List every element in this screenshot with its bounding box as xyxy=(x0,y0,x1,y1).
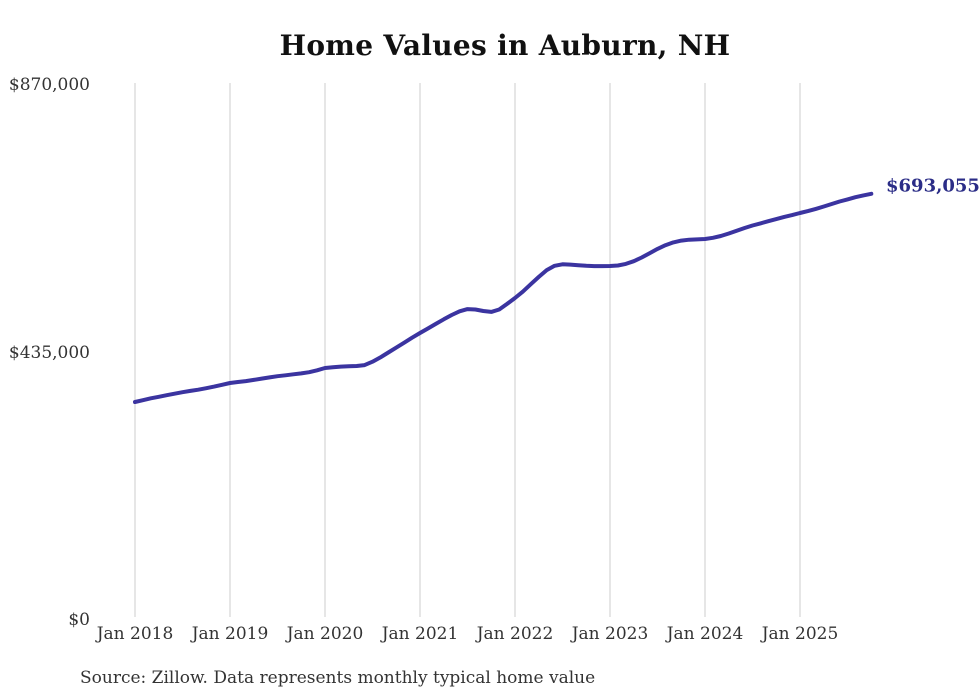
y-axis-tick: $435,000 xyxy=(8,342,90,363)
x-axis-tick: Jan 2020 xyxy=(286,624,364,644)
x-axis-tick: Jan 2022 xyxy=(476,624,554,644)
x-axis-tick: Jan 2025 xyxy=(761,624,839,644)
x-axis-tick: Jan 2023 xyxy=(571,624,649,644)
x-axis-tick: Jan 2021 xyxy=(381,624,459,644)
x-axis-tick: Jan 2018 xyxy=(96,624,174,644)
home-value-line xyxy=(133,191,874,404)
chart-title: Home Values in Auburn, NH xyxy=(279,29,731,62)
source-note: Source: Zillow. Data represents monthly … xyxy=(80,668,596,688)
final-value-label: $693,055 xyxy=(886,175,980,197)
x-axis-tick: Jan 2024 xyxy=(666,624,744,644)
y-axis-tick: $0 xyxy=(68,610,90,630)
x-axis-tick: Jan 2019 xyxy=(191,624,269,644)
y-axis-tick: $870,000 xyxy=(8,75,90,95)
gridlines xyxy=(134,83,801,617)
